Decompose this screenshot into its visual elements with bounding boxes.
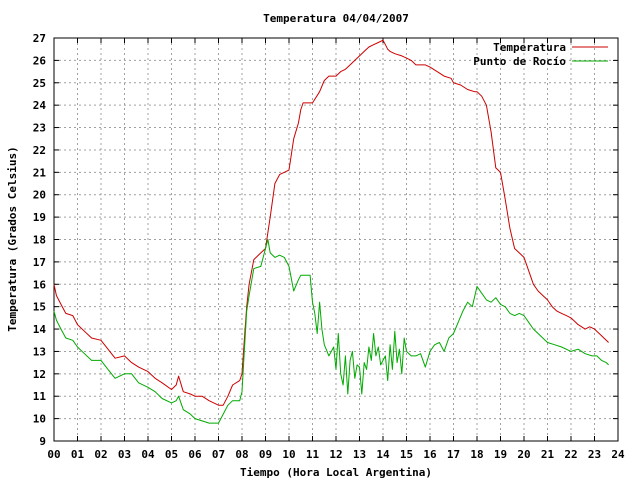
y-tick-label: 17 [33, 256, 46, 269]
x-tick-label: 10 [282, 448, 295, 461]
y-tick-label: 15 [33, 301, 46, 314]
y-tick-label: 11 [33, 390, 47, 403]
legend-label: Punto de Rocío [473, 55, 566, 68]
y-tick-label: 27 [33, 32, 46, 45]
x-tick-label: 13 [353, 448, 366, 461]
legend-label: Temperatura [493, 41, 566, 54]
x-tick-label: 20 [517, 448, 530, 461]
x-tick-label: 05 [165, 448, 178, 461]
x-tick-label: 03 [118, 448, 131, 461]
x-tick-label: 21 [541, 448, 555, 461]
x-tick-label: 18 [470, 448, 483, 461]
y-tick-label: 13 [33, 345, 46, 358]
x-tick-label: 00 [47, 448, 60, 461]
y-tick-label: 21 [33, 166, 47, 179]
x-tick-label: 24 [611, 448, 625, 461]
y-tick-label: 14 [33, 323, 47, 336]
x-tick-label: 17 [447, 448, 460, 461]
y-tick-label: 24 [33, 99, 47, 112]
series-group [53, 39, 609, 424]
x-tick-label: 04 [141, 448, 155, 461]
y-tick-label: 25 [33, 77, 46, 90]
x-tick-label: 07 [212, 448, 225, 461]
x-tick-label: 14 [376, 448, 390, 461]
x-tick-label: 08 [235, 448, 248, 461]
x-axis: 00 01 02 03 04 05 06 07 08 09 10 11 12 13 14 15 16 17 18 19… [47, 38, 625, 461]
chart-title: Temperatura 04/04/2007 [263, 12, 409, 25]
x-tick-label: 15 [400, 448, 413, 461]
series-line-temperatura [53, 39, 609, 406]
x-tick-label: 06 [188, 448, 202, 461]
x-tick-label: 12 [329, 448, 342, 461]
x-tick-label: 16 [423, 448, 437, 461]
y-axis-label: Temperatura (Grados Celsius) [6, 146, 19, 331]
x-tick-label: 11 [306, 448, 320, 461]
y-tick-label: 12 [33, 368, 46, 381]
y-axis: 9 10 11 12 13 14 15 16 17 18 19 20 21 22 23 24 25 26 27 [33, 32, 618, 448]
y-tick-label: 18 [33, 234, 46, 247]
y-tick-label: 20 [33, 189, 46, 202]
y-tick-label: 9 [39, 435, 46, 448]
x-tick-label: 23 [588, 448, 601, 461]
grid-lines [54, 38, 618, 441]
x-axis-label: Tiempo (Hora Local Argentina) [240, 466, 432, 479]
y-tick-label: 22 [33, 144, 46, 157]
y-tick-label: 19 [33, 211, 46, 224]
y-tick-label: 10 [33, 413, 46, 426]
y-tick-label: 23 [33, 122, 46, 135]
x-tick-label: 19 [494, 448, 507, 461]
series-line-punto-de-rocio [53, 239, 609, 424]
y-tick-label: 16 [33, 278, 47, 291]
y-tick-label: 26 [33, 54, 47, 67]
x-tick-label: 22 [564, 448, 577, 461]
x-tick-label: 02 [94, 448, 107, 461]
x-tick-label: 01 [71, 448, 85, 461]
x-tick-label: 09 [259, 448, 272, 461]
